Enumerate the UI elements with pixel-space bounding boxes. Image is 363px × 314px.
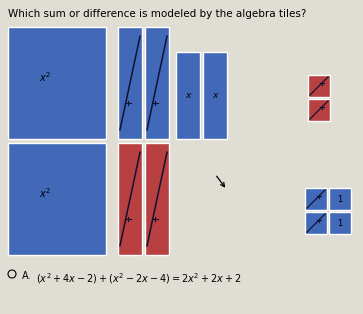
Bar: [118, 143, 142, 255]
Bar: [308, 99, 330, 121]
Text: Which sum or difference is modeled by the algebra tiles?: Which sum or difference is modeled by th…: [8, 9, 306, 19]
Bar: [176, 52, 200, 139]
Text: x: x: [185, 91, 191, 100]
Bar: [118, 27, 142, 139]
Text: 1: 1: [337, 219, 343, 228]
Bar: [329, 188, 351, 210]
Bar: [145, 143, 169, 255]
Bar: [203, 52, 227, 139]
Text: $x^2$: $x^2$: [39, 187, 51, 200]
Bar: [8, 143, 106, 255]
Bar: [308, 75, 330, 97]
Text: $(x^2 + 4x - 2) + (x^2 - 2x - 4) = 2x^2 + 2x + 2$: $(x^2 + 4x - 2) + (x^2 - 2x - 4) = 2x^2 …: [36, 271, 241, 286]
Text: x: x: [212, 91, 218, 100]
Bar: [305, 212, 327, 234]
Bar: [145, 27, 169, 139]
Bar: [305, 188, 327, 210]
Bar: [8, 27, 106, 139]
Text: $x^2$: $x^2$: [39, 71, 51, 84]
Text: A.: A.: [22, 271, 32, 281]
Text: 1: 1: [337, 194, 343, 203]
Bar: [329, 212, 351, 234]
